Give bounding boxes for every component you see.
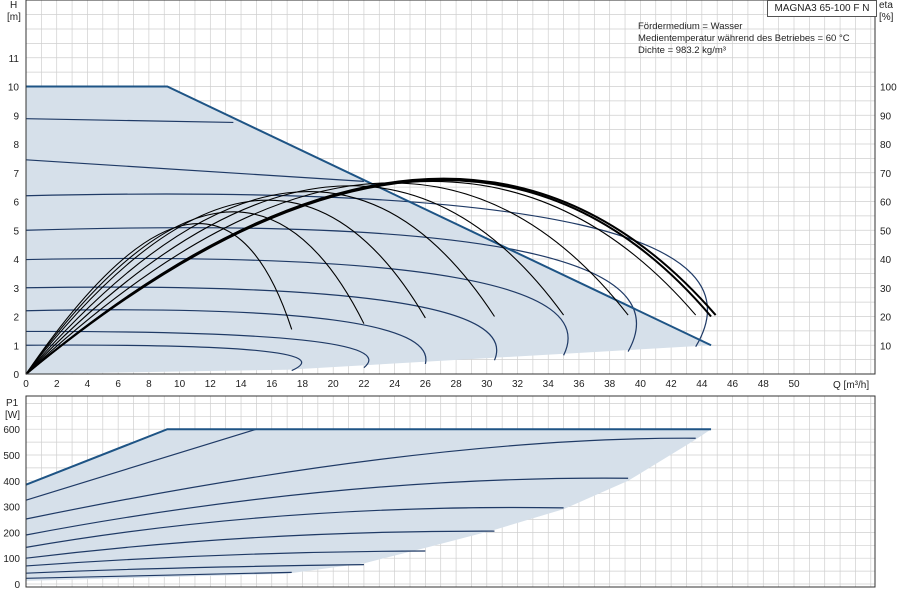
head-tick-label: 10 xyxy=(8,83,20,94)
flow-tick-label: 12 xyxy=(205,379,217,390)
head-tick-label: 4 xyxy=(13,255,19,266)
flow-tick-label: 14 xyxy=(235,379,247,390)
efficiency-curve-4 xyxy=(25,185,565,375)
flow-tick-label: 6 xyxy=(115,379,121,390)
power-tick-label: 200 xyxy=(3,528,20,539)
flow-tick-label: 0 xyxy=(23,379,29,390)
eta-tick-label: 20 xyxy=(880,313,892,324)
head-tick-label: 8 xyxy=(13,140,19,151)
head-tick-label: 11 xyxy=(9,54,20,65)
power-tick-label: 400 xyxy=(3,477,20,488)
head-panel-frame xyxy=(25,0,876,375)
flow-tick-label: 42 xyxy=(666,379,678,390)
flow-tick-label: 2 xyxy=(54,379,60,390)
power-panel-frame xyxy=(25,395,876,588)
power-curve-1 xyxy=(25,564,364,574)
head-curve-2 xyxy=(25,309,427,365)
eta-axis-label-unit: [%] xyxy=(879,12,894,23)
eta-tick-label: 30 xyxy=(880,284,892,295)
power-tick-label: 500 xyxy=(3,451,20,462)
flow-tick-label: 44 xyxy=(696,379,708,390)
flow-tick-label: 34 xyxy=(543,379,555,390)
eta-axis-label-symbol: eta xyxy=(879,0,893,11)
eta-tick-label: 60 xyxy=(880,198,892,209)
head-tick-label: 3 xyxy=(13,284,19,295)
head-max-curve xyxy=(26,85,712,347)
head-tick-label: 9 xyxy=(13,111,19,122)
flow-tick-label: 36 xyxy=(573,379,585,390)
flow-tick-label: 16 xyxy=(266,379,278,390)
flow-tick-label: 10 xyxy=(174,379,186,390)
medium-notes: Fördermedium = Wasser Medientemperatur w… xyxy=(638,21,850,57)
power-tick-label: 100 xyxy=(3,554,20,565)
power-curve-5 xyxy=(25,477,629,536)
flow-tick-label: 50 xyxy=(788,379,800,390)
power-curve-0 xyxy=(25,571,292,579)
head-tick-label: 5 xyxy=(13,226,19,237)
eta-tick-label: 40 xyxy=(880,255,892,266)
eta-tick-label: 10 xyxy=(880,341,892,352)
power-axis-label-symbol: P1 xyxy=(6,398,19,409)
head-curve-8 xyxy=(25,118,234,124)
eta-tick-label: 70 xyxy=(880,169,892,180)
flow-tick-label: 4 xyxy=(85,379,91,390)
head-axis-label-unit: [m] xyxy=(7,12,21,23)
head-tick-label: 2 xyxy=(13,313,19,324)
head-curve-3 xyxy=(25,286,498,361)
flow-tick-label: 26 xyxy=(420,379,432,390)
head-tick-label: 1 xyxy=(13,341,19,352)
flow-tick-label: 24 xyxy=(389,379,401,390)
head-tick-label: 7 xyxy=(13,169,19,180)
pump-model-box: MAGNA3 65-100 F N xyxy=(767,0,877,17)
power-curve-4 xyxy=(25,506,564,548)
note-density: Dichte = 983.2 kg/m³ xyxy=(638,45,726,56)
flow-tick-label: 38 xyxy=(604,379,616,390)
note-medium: Fördermedium = Wasser xyxy=(638,21,743,32)
flow-tick-label: 22 xyxy=(358,379,370,390)
power-tick-label: 0 xyxy=(14,580,20,591)
power-tick-label: 600 xyxy=(3,425,20,436)
head-curve-0 xyxy=(25,344,303,372)
efficiency-curve-5 xyxy=(25,182,629,375)
power-curve-3 xyxy=(25,530,495,559)
efficiency-curve-0 xyxy=(25,222,293,375)
eta-tick-label: 90 xyxy=(880,111,892,122)
power-curve-7 xyxy=(25,428,257,501)
flow-tick-label: 48 xyxy=(758,379,770,390)
eta-tick-label: 100 xyxy=(880,83,897,94)
power-curve-6 xyxy=(25,437,696,520)
flow-tick-label: 8 xyxy=(146,379,152,390)
head-tick-label: 0 xyxy=(13,370,19,381)
head-axis-label-symbol: H xyxy=(10,0,18,11)
power-max-curve xyxy=(25,428,712,486)
head-curve-6 xyxy=(25,193,708,347)
flow-tick-label: 30 xyxy=(481,379,493,390)
head-curve-7 xyxy=(25,159,364,182)
power-tick-label: 300 xyxy=(3,503,20,514)
head-curve-4 xyxy=(25,257,569,356)
power-axis-label-unit: [W] xyxy=(5,410,20,421)
flow-tick-label: 28 xyxy=(451,379,463,390)
flow-tick-label: 46 xyxy=(727,379,739,390)
eta-tick-label: 80 xyxy=(880,140,892,151)
power-operating-area xyxy=(26,429,712,581)
note-temperature: Medientemperatur während des Betriebes =… xyxy=(638,33,850,44)
efficiency-curve-8 xyxy=(25,177,717,375)
eta-tick-label: 50 xyxy=(880,226,892,237)
efficiency-curve-3 xyxy=(25,191,495,375)
head-curve-1 xyxy=(25,330,370,369)
flow-tick-label: 32 xyxy=(512,379,524,390)
flow-tick-label: 18 xyxy=(297,379,309,390)
head-tick-label: 6 xyxy=(13,198,19,209)
power-curve-2 xyxy=(25,550,426,567)
flow-axis-label: Q [m³/h] xyxy=(833,380,870,391)
flow-tick-label: 40 xyxy=(635,379,647,390)
flow-tick-label: 20 xyxy=(328,379,340,390)
